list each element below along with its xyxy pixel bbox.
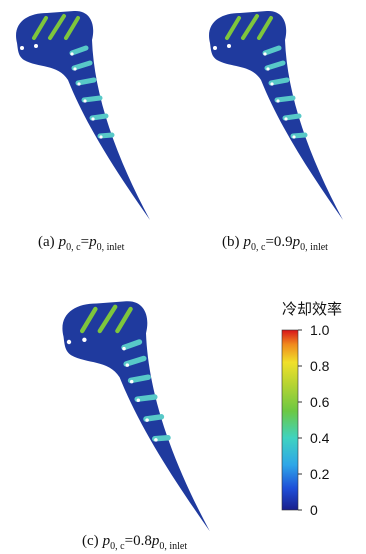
colorbar-tick-label: 1.0 (310, 322, 330, 338)
caption-relation: =0.9 (265, 234, 292, 250)
caption-rhs-sub: 0, inlet (97, 242, 125, 253)
caption-lhs-sub: 0, c (66, 242, 81, 253)
colorbar (282, 330, 298, 510)
colorbar-tick-label: 0 (310, 502, 318, 518)
caption-label: (a) (38, 234, 55, 250)
caption: (c)p0, c=0.8p0, inlet (82, 533, 187, 552)
colorbar-tick-label: 0.6 (310, 394, 330, 410)
caption-rhs-sub: 0, inlet (159, 541, 187, 552)
caption-rhs-sub: 0, inlet (300, 242, 328, 253)
blade-c (62, 301, 209, 531)
blade-a (16, 11, 150, 220)
caption-lhs-sub: 0, c (110, 541, 125, 552)
caption: (a)p0, c=p0, inlet (38, 234, 125, 253)
colorbar-tick-label: 0.4 (310, 430, 330, 446)
colorbar-title: 冷却效率 (282, 300, 342, 318)
caption-label: (b) (222, 234, 240, 250)
colorbar-tick-label: 0.8 (310, 358, 330, 374)
caption-label: (c) (82, 533, 99, 549)
caption-lhs-sub: 0, c (251, 242, 266, 253)
caption: (b)p0, c=0.9p0, inlet (222, 234, 328, 253)
colorbar-tick-label: 0.2 (310, 466, 330, 482)
figure: 冷却效率 (a)p0, c=p0, inlet (b)p0, c=0.9p0, i… (0, 0, 366, 554)
blade-b (209, 11, 343, 220)
caption-relation: = (81, 234, 89, 250)
caption-relation: =0.8 (125, 533, 152, 549)
